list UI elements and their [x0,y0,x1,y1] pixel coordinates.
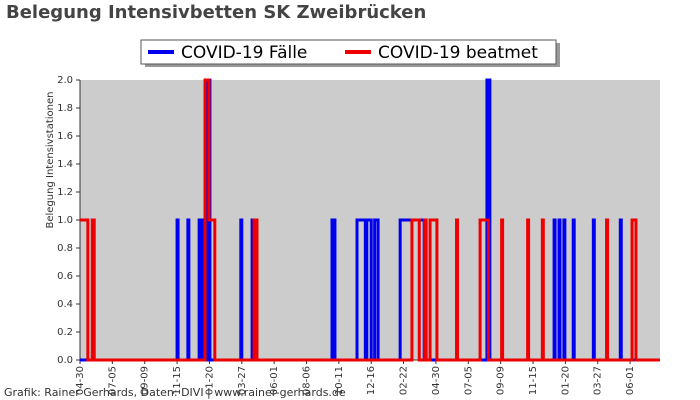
y-tick-label: 0.8 [57,243,73,254]
x-tick-label: 03-27 [593,366,604,395]
x-tick-label: 01-20 [204,366,215,395]
y-tick-label: 0.2 [57,327,73,338]
x-tick-label: 04-30 [75,366,86,395]
x-tick-label: 11-15 [528,366,539,395]
y-tick-label: 1.0 [57,215,73,226]
x-tick-label: 09-09 [496,366,507,395]
chart-title: Belegung Intensivbetten SK Zweibrücken [6,2,426,23]
x-tick-label: 07-05 [463,366,474,395]
x-tick-label: 09-09 [140,366,151,395]
x-tick-label: 06-01 [269,366,280,395]
y-tick-label: 0.0 [57,355,73,366]
y-tick-label: 1.2 [57,187,73,198]
x-tick-label: 08-06 [302,366,313,395]
x-tick-label: 12-16 [366,366,377,395]
x-tick-label: 01-20 [560,366,571,395]
y-tick-label: 0.4 [57,299,73,310]
x-tick-label: 06-01 [625,366,636,395]
y-tick-label: 0.6 [57,271,73,282]
series-line [80,78,660,362]
x-tick-label: 03-27 [237,366,248,395]
legend-label: COVID-19 Fälle [181,43,307,63]
x-tick-label: 04-30 [431,366,442,395]
x-tick-label: 10-11 [334,366,345,395]
y-tick-label: 1.4 [57,159,73,170]
y-tick-label: 1.6 [57,131,73,142]
y-axis-label: Belegung Intensivstationen [45,91,56,228]
x-tick-label: 11-15 [172,366,183,395]
legend-label: COVID-19 beatmet [378,43,538,63]
footer: Grafik: Rainer Gerhards, Daten: DIVI | w… [4,386,346,399]
y-tick-label: 1.8 [57,103,73,114]
x-tick-label: 07-05 [107,366,118,395]
y-tick-label: 2.0 [57,75,73,86]
legend: COVID-19 Fälle COVID-19 beatmet [140,39,560,67]
x-tick-label: 02-22 [399,366,410,395]
